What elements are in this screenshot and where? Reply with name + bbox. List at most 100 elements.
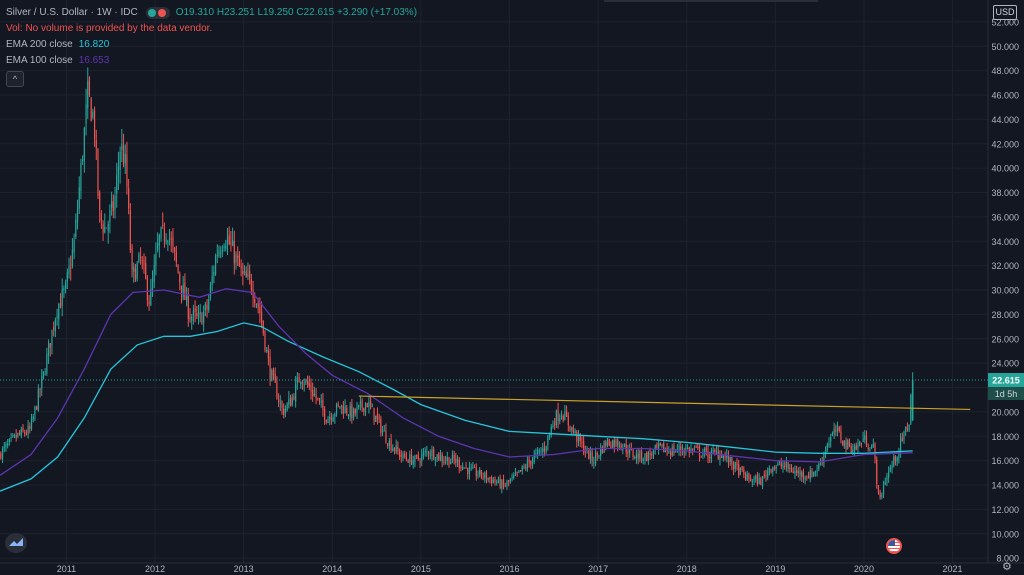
candle-body — [242, 271, 244, 274]
candle-body — [865, 435, 868, 447]
candle-body — [460, 466, 462, 469]
candle-body — [150, 288, 152, 306]
indicator-ema100[interactable]: EMA 100 close 16.653 — [6, 53, 417, 69]
candle-body — [288, 398, 290, 405]
candle-body — [494, 478, 496, 482]
candle-body — [421, 454, 423, 461]
candle-body — [12, 435, 14, 437]
candle-body — [380, 419, 382, 433]
gear-icon[interactable]: ⚙ — [1002, 561, 1012, 573]
ema-series — [0, 288, 913, 492]
candle-body — [83, 127, 85, 161]
candle-body — [712, 450, 714, 452]
candle-body — [669, 452, 672, 456]
collapse-legend-button[interactable]: ^ — [6, 71, 24, 87]
candle-body — [71, 249, 74, 267]
candle-body — [756, 475, 759, 485]
candle-body — [864, 435, 866, 440]
candle-body — [627, 450, 629, 455]
candle-body — [562, 415, 564, 421]
candle-body — [90, 98, 92, 122]
candle-body — [596, 452, 598, 455]
candle-body — [358, 404, 360, 408]
candle-body — [816, 470, 818, 472]
candle-body — [145, 263, 147, 279]
candle-body — [765, 474, 767, 477]
x-tick-label: 2015 — [411, 564, 431, 574]
candle-body — [719, 454, 721, 460]
candle-body — [436, 454, 438, 460]
candle-body — [876, 459, 878, 485]
price-axis[interactable]: 8.000 10.000 12.000 14.000 16.000 18.000 20.00… — [987, 0, 1024, 575]
candle-body — [479, 469, 481, 475]
candle-body — [768, 467, 770, 471]
candle-body — [232, 240, 234, 246]
candle-body — [100, 212, 102, 221]
candle-body — [903, 431, 905, 440]
candle-body — [750, 478, 752, 482]
candle-body — [306, 380, 309, 385]
candle-body — [646, 452, 648, 462]
candle-body — [119, 151, 121, 170]
candle-body — [664, 449, 667, 453]
candle-body — [255, 303, 258, 305]
candle-body — [463, 467, 465, 469]
candle-body — [588, 448, 590, 460]
candle-body — [760, 478, 762, 486]
candle-body — [739, 467, 742, 475]
candle-body — [545, 446, 547, 452]
candle-body — [286, 403, 288, 411]
status-pill[interactable] — [145, 7, 170, 19]
tradingview-logo-icon[interactable] — [5, 533, 27, 553]
candle-body — [610, 445, 612, 448]
candle-body — [789, 468, 791, 469]
candle-body — [124, 153, 126, 164]
candle-body — [794, 471, 796, 474]
candle-body — [305, 380, 307, 383]
candle-body — [663, 443, 665, 453]
ema100-name: EMA 100 close — [6, 55, 73, 66]
candle-body — [661, 443, 663, 446]
candle-body — [160, 227, 162, 239]
candle-body — [301, 383, 304, 385]
candle-body — [143, 260, 145, 265]
candle-body — [434, 459, 436, 461]
candle-body — [731, 457, 733, 465]
candle-body — [487, 478, 489, 481]
candle-body — [129, 210, 131, 251]
y-tick-label: 10.000 — [991, 529, 1019, 539]
candle-body — [697, 446, 699, 449]
currency-label[interactable]: USD — [993, 5, 1017, 20]
candle-body — [744, 473, 747, 481]
candle-body — [874, 443, 876, 460]
candle-body — [117, 166, 120, 176]
candle-body — [579, 433, 581, 441]
us-flag-icon[interactable] — [886, 538, 902, 554]
trendline[interactable] — [358, 395, 971, 411]
candle-body — [448, 457, 450, 465]
candle-body — [122, 146, 125, 166]
candle-body — [629, 447, 631, 454]
candle-body — [47, 343, 50, 356]
candle-body — [577, 434, 580, 443]
candle-body — [473, 467, 476, 468]
candle-body — [10, 437, 12, 439]
time-axis[interactable]: 2011 2012 2013 2014 2015 2016 2017 2018 2019 2020… — [0, 562, 1024, 574]
candle-body — [554, 423, 556, 425]
low-value: L19.250 — [257, 7, 294, 18]
candle-body — [196, 313, 198, 316]
candle-body — [632, 450, 634, 457]
data-status-icon — [157, 9, 166, 17]
candle-body — [514, 472, 517, 475]
candle-body — [550, 426, 552, 435]
top-toolbar-strip — [604, 0, 818, 2]
chart-legend: Silver / U.S. Dollar · 1W · IDC O19.310 … — [6, 5, 417, 88]
candle-body — [51, 329, 53, 346]
candle-body — [818, 464, 820, 470]
symbol-title[interactable]: Silver / U.S. Dollar · 1W · IDC — [6, 7, 138, 18]
indicator-ema200[interactable]: EMA 200 close 16.820 — [6, 37, 417, 53]
candle-body — [785, 462, 788, 467]
x-tick-label: 2013 — [234, 564, 254, 574]
candle-body — [557, 409, 559, 422]
